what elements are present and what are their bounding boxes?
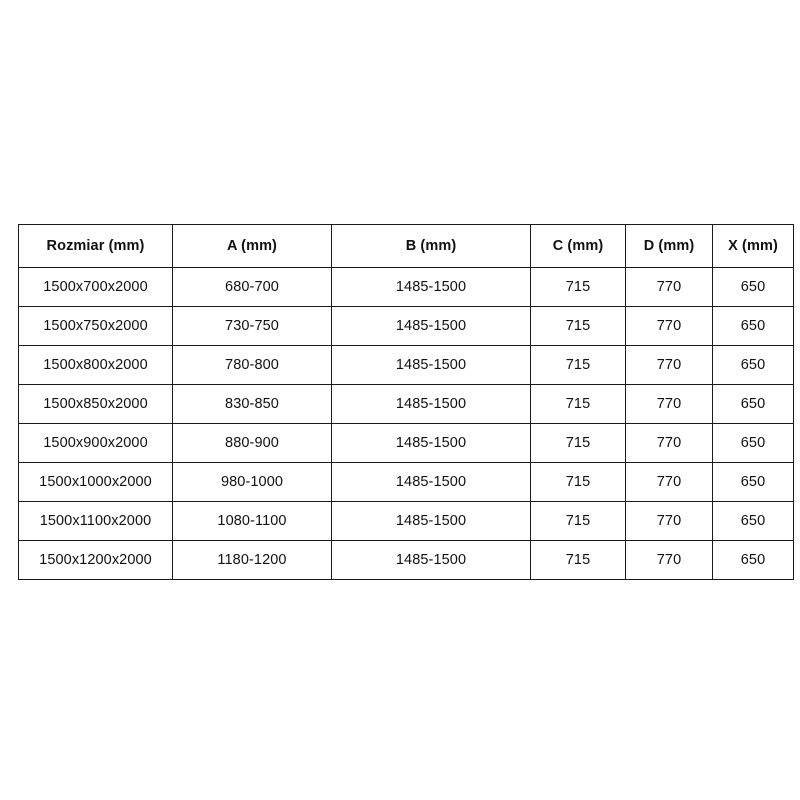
cell-d: 770	[625, 306, 713, 346]
cell-c: 715	[530, 501, 626, 541]
cell-a: 1080-1100	[172, 501, 332, 541]
cell-c: 715	[530, 267, 626, 307]
cell-c: 715	[530, 540, 626, 580]
cell-c: 715	[530, 384, 626, 424]
cell-x: 650	[712, 462, 794, 502]
cell-a: 680-700	[172, 267, 332, 307]
cell-d: 770	[625, 267, 713, 307]
spec-table-container: Rozmiar (mm) A (mm) B (mm) C (mm) D (mm)…	[18, 224, 794, 580]
column-header-rozmiar: Rozmiar (mm)	[18, 224, 173, 268]
table-row: 1500x1200x2000 1180-1200 1485-1500 715 7…	[18, 540, 794, 580]
cell-a: 780-800	[172, 345, 332, 385]
cell-b: 1485-1500	[331, 423, 531, 463]
cell-x: 650	[712, 306, 794, 346]
cell-x: 650	[712, 345, 794, 385]
cell-c: 715	[530, 462, 626, 502]
cell-rozmiar: 1500x1100x2000	[18, 501, 173, 541]
cell-b: 1485-1500	[331, 267, 531, 307]
table-row: 1500x900x2000 880-900 1485-1500 715 770 …	[18, 423, 794, 463]
cell-d: 770	[625, 462, 713, 502]
cell-a: 830-850	[172, 384, 332, 424]
cell-x: 650	[712, 267, 794, 307]
cell-a: 730-750	[172, 306, 332, 346]
cell-rozmiar: 1500x800x2000	[18, 345, 173, 385]
cell-d: 770	[625, 345, 713, 385]
cell-rozmiar: 1500x1000x2000	[18, 462, 173, 502]
cell-d: 770	[625, 540, 713, 580]
table-row: 1500x1000x2000 980-1000 1485-1500 715 77…	[18, 462, 794, 502]
cell-d: 770	[625, 423, 713, 463]
column-header-d: D (mm)	[625, 224, 713, 268]
cell-rozmiar: 1500x750x2000	[18, 306, 173, 346]
table-row: 1500x1100x2000 1080-1100 1485-1500 715 7…	[18, 501, 794, 541]
cell-d: 770	[625, 384, 713, 424]
cell-a: 880-900	[172, 423, 332, 463]
cell-x: 650	[712, 423, 794, 463]
cell-rozmiar: 1500x1200x2000	[18, 540, 173, 580]
table-header: Rozmiar (mm) A (mm) B (mm) C (mm) D (mm)…	[18, 224, 794, 268]
cell-d: 770	[625, 501, 713, 541]
column-header-x: X (mm)	[712, 224, 794, 268]
table-header-row: Rozmiar (mm) A (mm) B (mm) C (mm) D (mm)…	[18, 224, 794, 268]
cell-b: 1485-1500	[331, 384, 531, 424]
dimensions-table: Rozmiar (mm) A (mm) B (mm) C (mm) D (mm)…	[18, 224, 794, 580]
cell-rozmiar: 1500x850x2000	[18, 384, 173, 424]
cell-x: 650	[712, 384, 794, 424]
cell-x: 650	[712, 540, 794, 580]
column-header-a: A (mm)	[172, 224, 332, 268]
table-body: 1500x700x2000 680-700 1485-1500 715 770 …	[18, 267, 794, 580]
column-header-c: C (mm)	[530, 224, 626, 268]
cell-b: 1485-1500	[331, 501, 531, 541]
cell-b: 1485-1500	[331, 462, 531, 502]
table-row: 1500x850x2000 830-850 1485-1500 715 770 …	[18, 384, 794, 424]
cell-b: 1485-1500	[331, 345, 531, 385]
cell-c: 715	[530, 423, 626, 463]
cell-c: 715	[530, 345, 626, 385]
cell-rozmiar: 1500x900x2000	[18, 423, 173, 463]
cell-b: 1485-1500	[331, 540, 531, 580]
column-header-b: B (mm)	[331, 224, 531, 268]
cell-x: 650	[712, 501, 794, 541]
cell-b: 1485-1500	[331, 306, 531, 346]
cell-a: 1180-1200	[172, 540, 332, 580]
table-row: 1500x800x2000 780-800 1485-1500 715 770 …	[18, 345, 794, 385]
cell-rozmiar: 1500x700x2000	[18, 267, 173, 307]
table-row: 1500x700x2000 680-700 1485-1500 715 770 …	[18, 267, 794, 307]
cell-c: 715	[530, 306, 626, 346]
cell-a: 980-1000	[172, 462, 332, 502]
table-row: 1500x750x2000 730-750 1485-1500 715 770 …	[18, 306, 794, 346]
